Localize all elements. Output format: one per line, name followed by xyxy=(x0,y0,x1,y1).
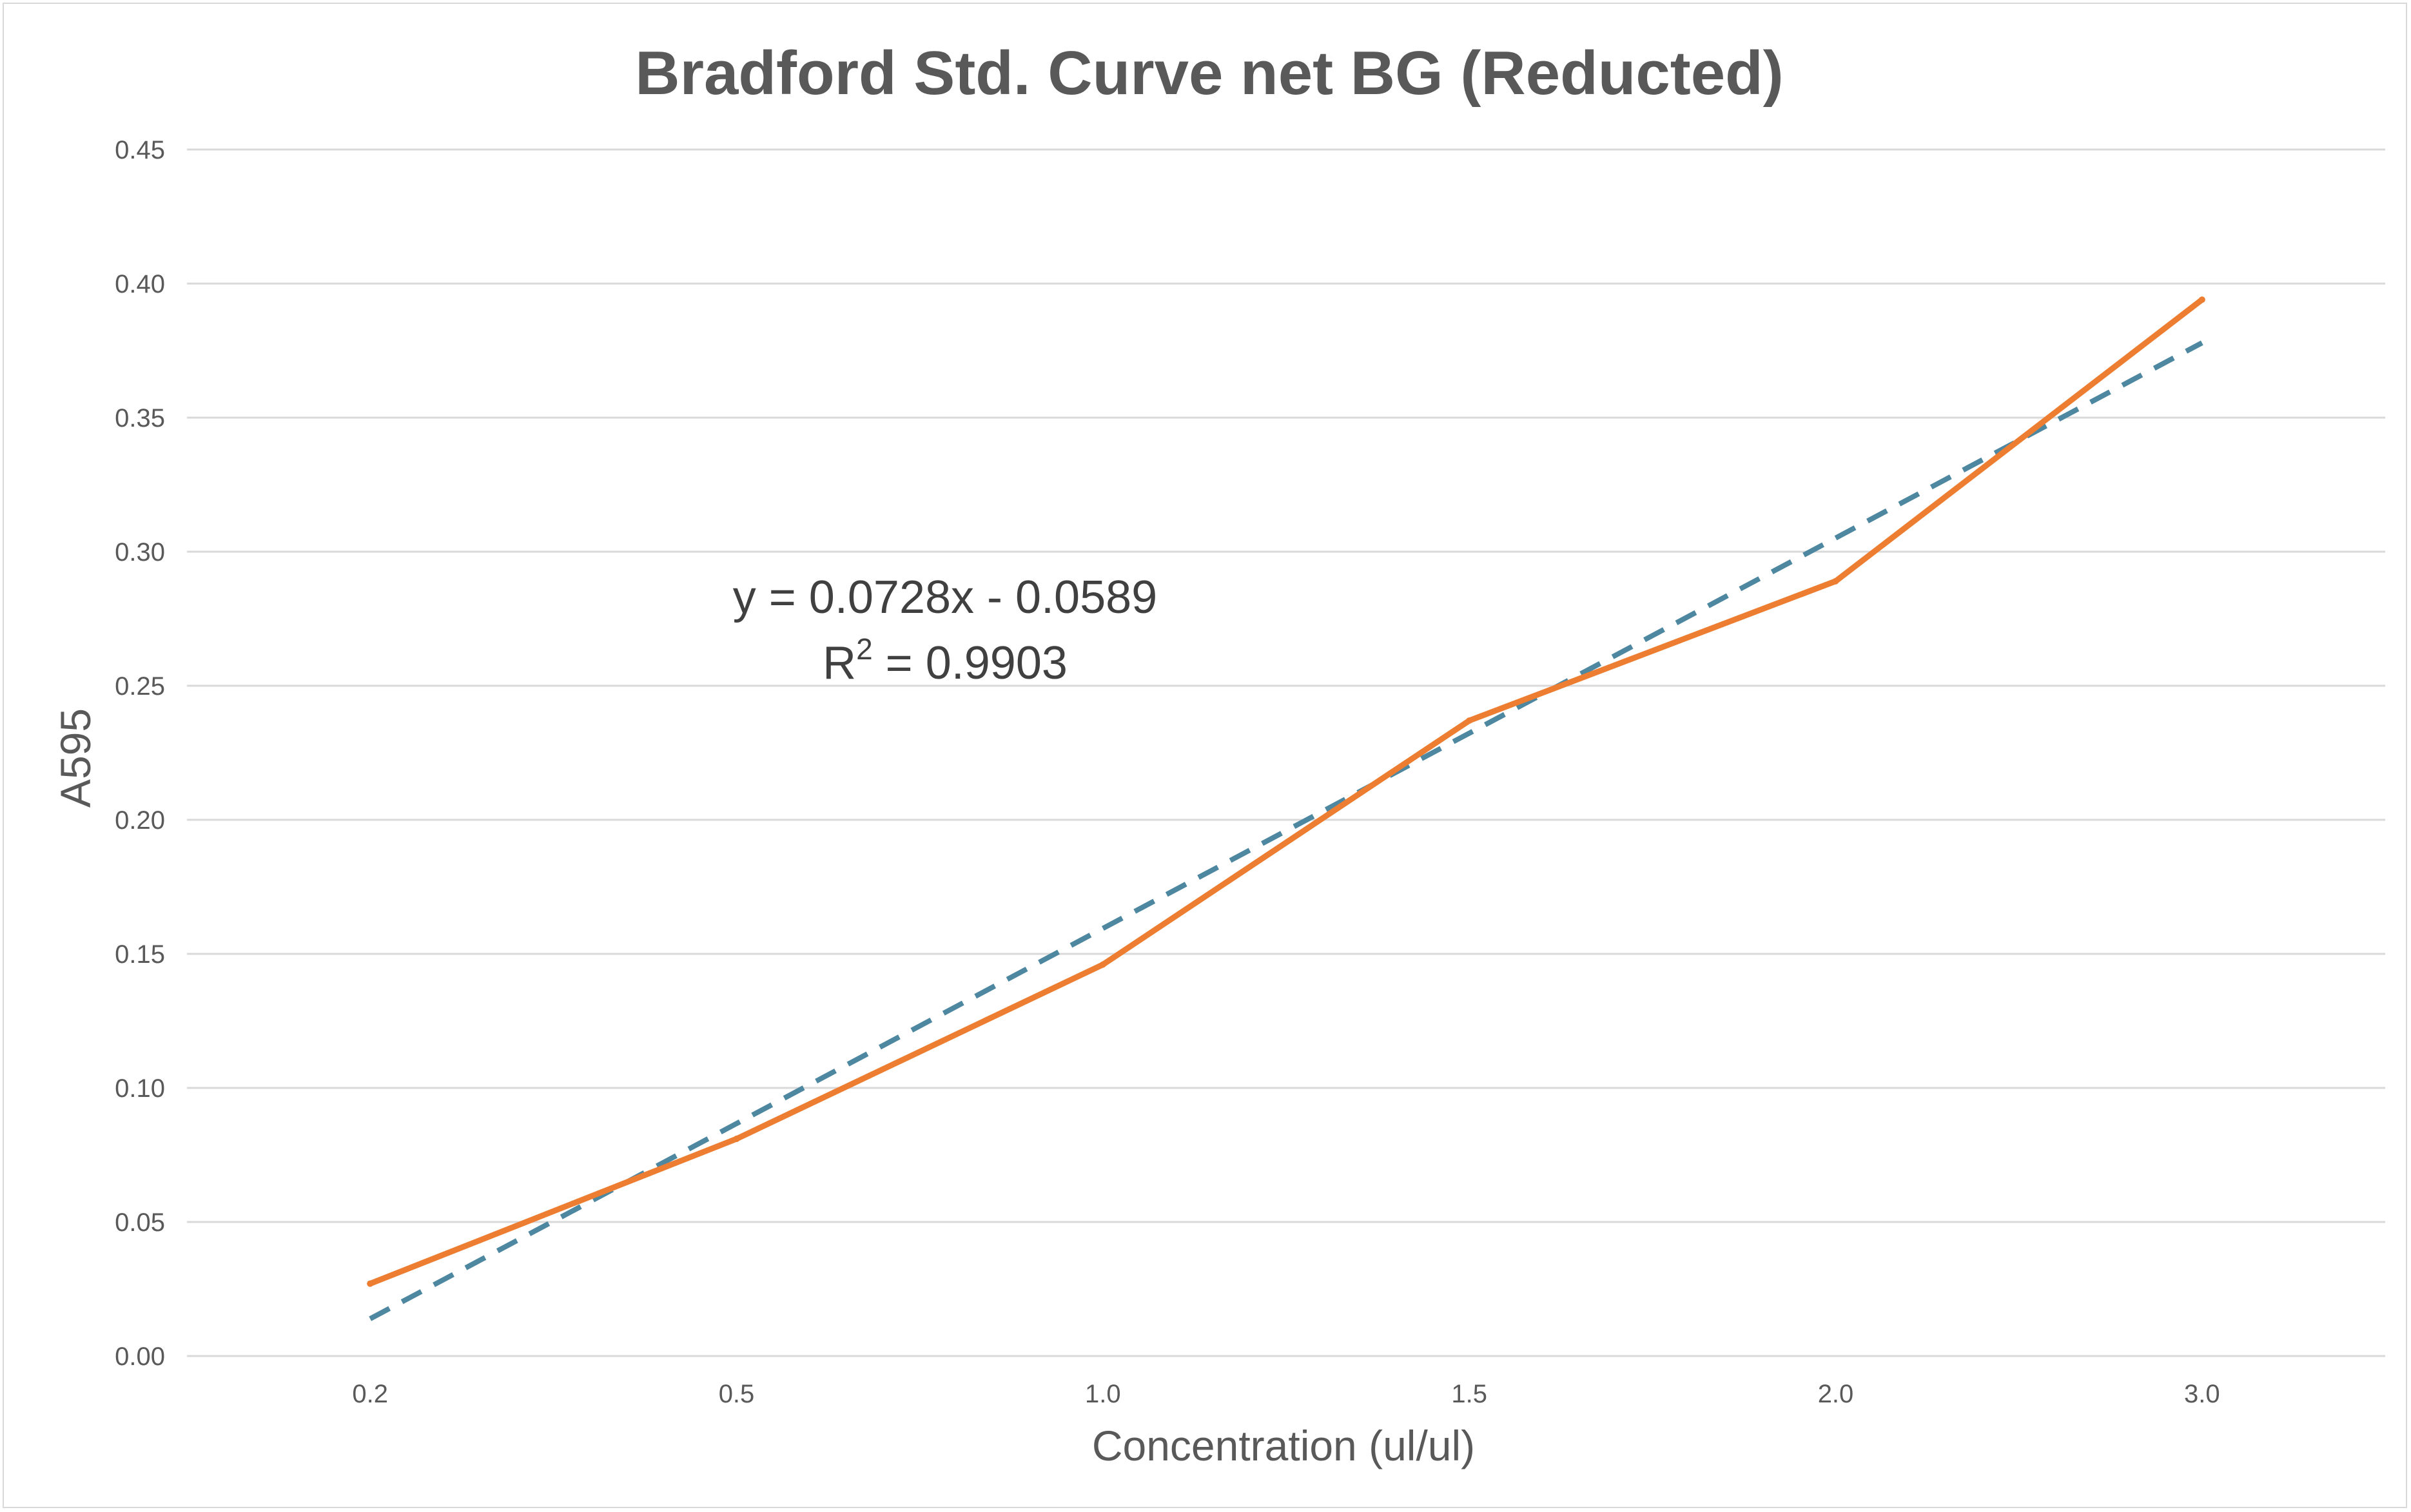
y-tick-label: 0.00 xyxy=(115,1342,165,1371)
series-layer xyxy=(367,296,2205,1287)
y-tick-label: 0.05 xyxy=(115,1208,165,1237)
gridlines xyxy=(187,148,2385,1357)
x-axis-title: Concentration (ul/ul) xyxy=(1092,1422,1475,1469)
trendline-layer xyxy=(369,340,2203,1321)
x-tick-label: 0.2 xyxy=(352,1380,388,1408)
r-squared-label: R xyxy=(823,637,856,689)
x-tick-label: 1.0 xyxy=(1085,1380,1121,1408)
y-tick-label: 0.45 xyxy=(115,136,165,164)
data-point xyxy=(733,1136,740,1143)
y-axis-title: A595 xyxy=(52,708,99,808)
y-tick-label: 0.10 xyxy=(115,1074,165,1103)
chart-title: Bradford Std. Curve net BG (Reducted) xyxy=(635,39,1783,108)
x-tick-label: 1.5 xyxy=(1451,1380,1487,1408)
y-tick-label: 0.40 xyxy=(115,270,165,298)
trendline xyxy=(369,340,2203,1321)
chart-svg: Bradford Std. Curve net BG (Reducted) 0.… xyxy=(52,39,2385,1469)
x-tick-label: 3.0 xyxy=(2184,1380,2220,1408)
trendline-equation: y = 0.0728x - 0.0589 xyxy=(733,572,1157,623)
y-tick-label: 0.20 xyxy=(115,806,165,835)
chart-frame: Bradford Std. Curve net BG (Reducted) 0.… xyxy=(3,3,2407,1508)
data-point xyxy=(1832,577,1839,585)
y-tick-label: 0.30 xyxy=(115,538,165,567)
x-tick-label: 0.5 xyxy=(719,1380,755,1408)
data-point xyxy=(367,1280,374,1287)
data-point xyxy=(2198,296,2205,303)
y-tick-label: 0.25 xyxy=(115,672,165,701)
r-squared-value: = 0.9903 xyxy=(873,637,1068,689)
y-tick-label: 0.15 xyxy=(115,940,165,969)
data-point xyxy=(1099,961,1106,968)
series-line-0 xyxy=(367,296,2205,1287)
data-point xyxy=(1466,717,1473,724)
y-tick-label: 0.35 xyxy=(115,404,165,432)
r-squared-exponent: 2 xyxy=(856,632,873,666)
y-tick-labels: 0.00 0.05 0.10 0.15 0.20 0.25 0.30 0.35 0.40 0.45 xyxy=(115,136,165,1371)
trendline-r-squared: R2 = 0.9903 xyxy=(823,632,1068,689)
x-tick-label: 2.0 xyxy=(1818,1380,1854,1408)
x-tick-labels: 0.2 0.5 1.0 1.5 2.0 3.0 xyxy=(352,1380,2220,1408)
